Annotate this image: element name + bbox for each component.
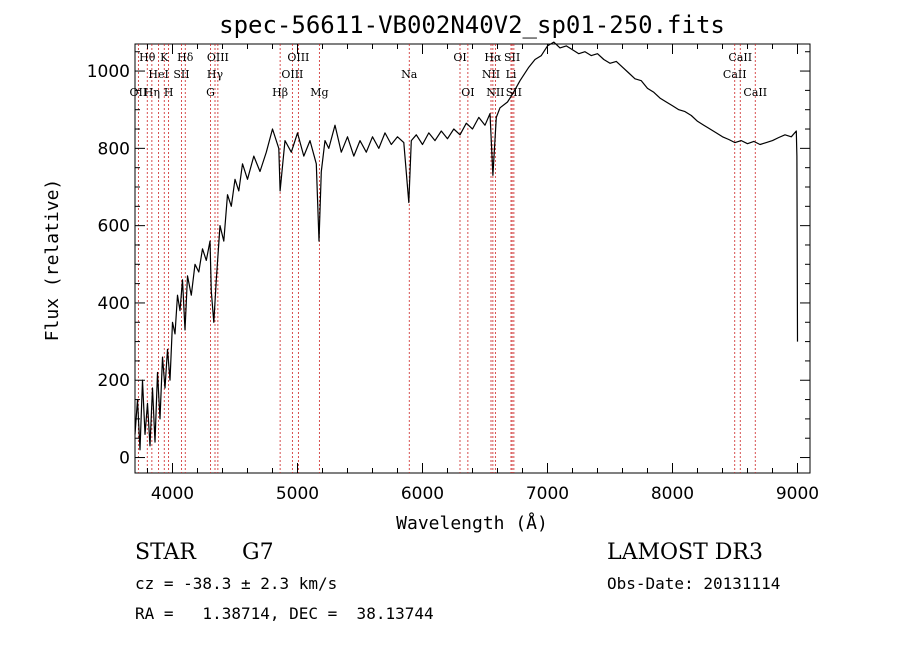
spectral-line-label: Na <box>401 68 418 81</box>
x-axis: 4000 5000 6000 7000 8000 9000 <box>147 44 819 504</box>
chart-title: spec-56611-VB002N40V2_sp01-250.fits <box>219 11 725 39</box>
y-tick-label: 600 <box>98 217 130 237</box>
spectral-line-markers <box>137 44 756 473</box>
spectral-line-label: OII <box>130 86 148 99</box>
y-tick-label: 800 <box>98 139 130 159</box>
x-tick-label: 5000 <box>276 484 319 504</box>
spectrum-line <box>134 41 799 451</box>
spectral-line-label: CaII <box>728 51 752 64</box>
x-axis-label: Wavelength (Å) <box>396 512 548 534</box>
spectral-line-label: OIII <box>281 68 303 81</box>
spectral-line-label: Mg <box>310 86 328 99</box>
spectral-line-label: HeI <box>148 68 168 81</box>
spectral-line-label: Hθ <box>139 51 156 64</box>
spectral-line-label: Li <box>506 68 517 81</box>
y-tick-label: 400 <box>98 294 130 314</box>
spectral-line-label: K <box>160 51 169 64</box>
spectral-line-label: H <box>164 86 174 99</box>
y-tick-label: 1000 <box>87 62 130 82</box>
object-subclass: G7 <box>242 540 274 565</box>
y-tick-label: 200 <box>98 371 130 391</box>
x-tick-label: 9000 <box>776 484 819 504</box>
series-group <box>134 41 799 451</box>
spectral-line-label: NII <box>486 86 504 99</box>
x-tick-label: 7000 <box>526 484 569 504</box>
spectral-line-label: Hβ <box>272 86 288 99</box>
spectral-line-label: SII <box>173 68 189 81</box>
spectral-line-label: OI <box>461 86 474 99</box>
spectral-line-label: Hγ <box>207 68 224 81</box>
y-axis-label: Flux (relative) <box>42 179 63 342</box>
spectral-line-label: OI <box>453 51 466 64</box>
spectral-line-label: CaII <box>743 86 767 99</box>
x-tick-label: 8000 <box>651 484 694 504</box>
spectral-line-label: Hδ <box>177 51 194 64</box>
spectral-line-label: NII <box>482 68 500 81</box>
spectral-line-label: G <box>206 86 215 99</box>
spectral-line-label: OIII <box>207 51 229 64</box>
observation-date: Obs-Date: 20131114 <box>607 574 781 593</box>
coordinates: RA = 1.38714, DEC = 38.13744 <box>135 604 434 623</box>
x-tick-label: 4000 <box>151 484 194 504</box>
spectral-line-label: Hη <box>144 86 160 99</box>
x-tick-label: 6000 <box>401 484 444 504</box>
object-class: STAR <box>135 540 196 565</box>
survey-name: LAMOST DR3 <box>607 540 763 565</box>
spectral-line-label: Hα <box>484 51 502 64</box>
plot-frame <box>134 43 811 474</box>
spectral-line-label: CaII <box>723 68 747 81</box>
y-axis: 0 200 400 600 800 1000 <box>87 51 810 469</box>
redshift-value: cz = -38.3 ± 2.3 km/s <box>135 574 338 593</box>
spectral-line-label: SII <box>504 51 520 64</box>
spectral-line-label: OIII <box>287 51 309 64</box>
y-tick-label: 0 <box>119 449 130 469</box>
